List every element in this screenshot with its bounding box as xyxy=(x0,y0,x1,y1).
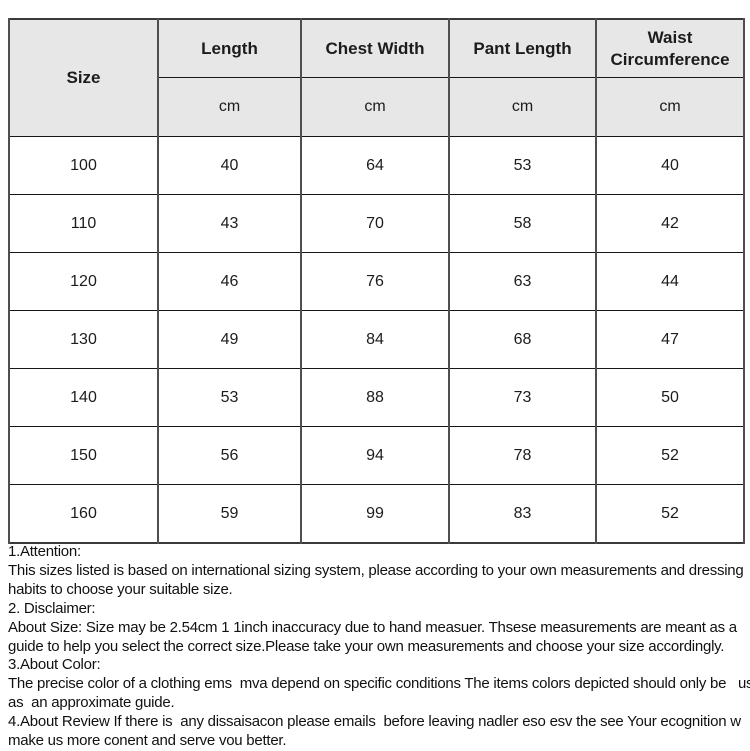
length-cell: 46 xyxy=(157,252,302,311)
size-cell: 120 xyxy=(8,252,159,311)
pant-length-cell: 58 xyxy=(448,194,597,253)
pant-length-cell: 78 xyxy=(448,426,597,485)
header-chest-width: Chest Width xyxy=(300,18,450,78)
length-cell: 49 xyxy=(157,310,302,369)
note-line: guide to help you select the correct siz… xyxy=(8,637,725,655)
note-disclaimer-heading: 2. Disclaimer: xyxy=(8,599,96,617)
unit-row: cm cm cm cm xyxy=(9,77,745,137)
chest-width-cell: 64 xyxy=(300,136,450,195)
note-about-color-heading: 3.About Color: xyxy=(8,656,101,674)
note-attention-heading: 1.Attention: xyxy=(8,543,81,560)
table-row: 150 56 94 78 52 xyxy=(8,426,745,485)
unit-chest-width: cm xyxy=(300,77,450,137)
length-cell: 59 xyxy=(157,484,302,544)
note-line: This sizes listed is based on internatio… xyxy=(8,561,744,579)
note-line: as an approximate guide. xyxy=(8,694,175,712)
note-line: About Size: Size may be 2.54cm 1 1inch i… xyxy=(8,618,737,636)
waist-circumference-cell: 50 xyxy=(595,368,745,427)
waist-circumference-cell: 44 xyxy=(595,252,745,311)
size-cell: 110 xyxy=(8,194,159,253)
unit-waist-circumference: cm xyxy=(595,77,745,137)
unit-pant-length: cm xyxy=(448,77,597,137)
header-waist-circumference: Waist Circumference xyxy=(595,18,745,78)
note-about-review: 4.About Review If there is any dissaisac… xyxy=(8,713,741,731)
length-cell: 56 xyxy=(157,426,302,485)
pant-length-cell: 73 xyxy=(448,368,597,427)
header-pant-length: Pant Length xyxy=(448,18,597,78)
size-cell: 140 xyxy=(8,368,159,427)
length-cell: 43 xyxy=(157,194,302,253)
pant-length-cell: 53 xyxy=(448,136,597,195)
size-cell: 150 xyxy=(8,426,159,485)
note-line: The precise color of a clothing ems mva … xyxy=(8,675,750,693)
notes-section: 1.Attention: This sizes listed is based … xyxy=(8,543,750,751)
size-cell: 100 xyxy=(8,136,159,195)
table-row: 120 46 76 63 44 xyxy=(8,252,745,311)
table-row: 100 40 64 53 40 xyxy=(8,136,745,195)
size-cell: 130 xyxy=(8,310,159,369)
chest-width-cell: 70 xyxy=(300,194,450,253)
chest-width-cell: 99 xyxy=(300,484,450,544)
table-row: 140 53 88 73 50 xyxy=(8,368,745,427)
waist-circumference-cell: 40 xyxy=(595,136,745,195)
table-row: 110 43 70 58 42 xyxy=(8,194,745,253)
waist-circumference-cell: 52 xyxy=(595,484,745,544)
header-size: Size xyxy=(8,18,159,137)
table-row: 160 59 99 83 52 xyxy=(8,484,745,544)
header-row: Size Length Chest Width Pant Length Wais… xyxy=(8,18,745,137)
table-row: 130 49 84 68 47 xyxy=(8,310,745,369)
pant-length-cell: 83 xyxy=(448,484,597,544)
size-chart-table: Size Length Chest Width Pant Length Wais… xyxy=(8,18,745,544)
pant-length-cell: 63 xyxy=(448,252,597,311)
length-cell: 40 xyxy=(157,136,302,195)
chest-width-cell: 88 xyxy=(300,368,450,427)
chest-width-cell: 76 xyxy=(300,252,450,311)
waist-circumference-cell: 42 xyxy=(595,194,745,253)
note-line: habits to choose your suitable size. xyxy=(8,580,233,598)
pant-length-cell: 68 xyxy=(448,310,597,369)
note-line: make us more conent and serve vou better… xyxy=(8,732,287,750)
chest-width-cell: 94 xyxy=(300,426,450,485)
size-cell: 160 xyxy=(8,484,159,544)
waist-circumference-cell: 52 xyxy=(595,426,745,485)
header-length: Length xyxy=(157,18,302,78)
unit-length: cm xyxy=(157,77,302,137)
length-cell: 53 xyxy=(157,368,302,427)
chest-width-cell: 84 xyxy=(300,310,450,369)
waist-circumference-cell: 47 xyxy=(595,310,745,369)
